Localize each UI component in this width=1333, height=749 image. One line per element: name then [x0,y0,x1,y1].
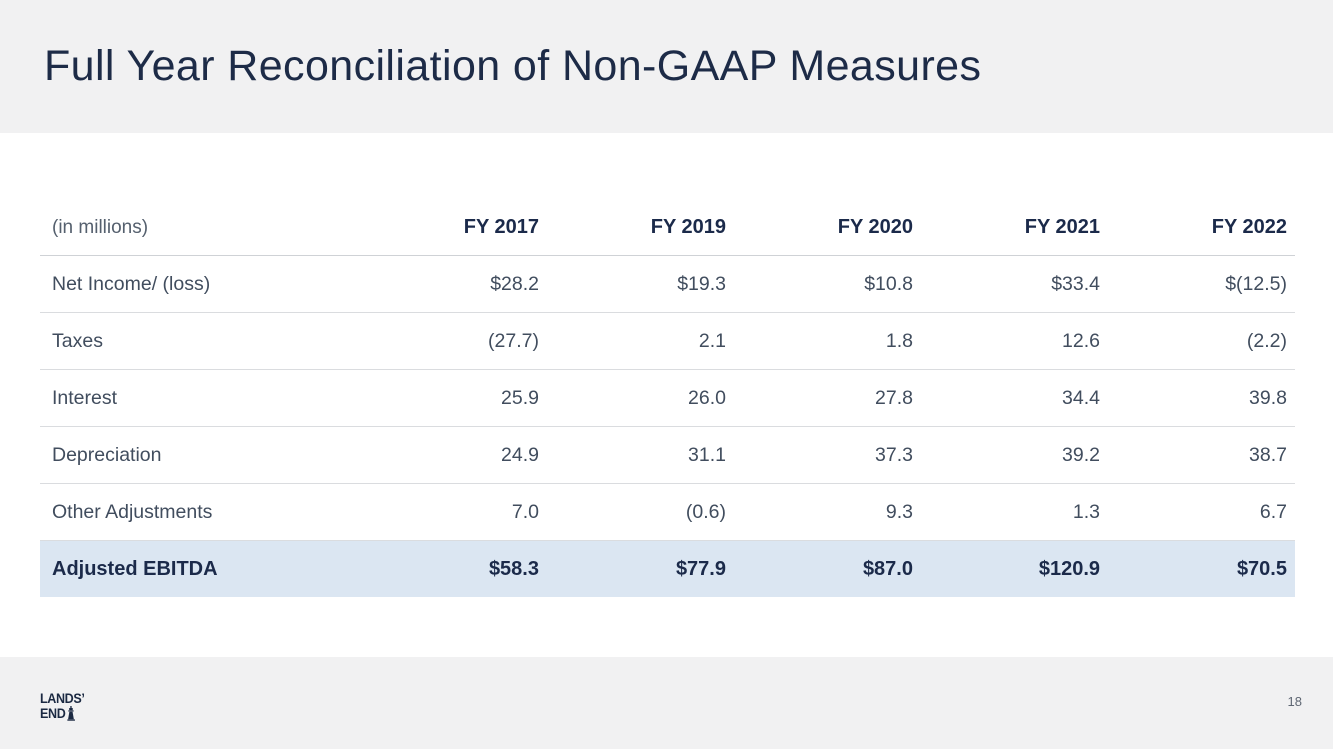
units-label: (in millions) [40,200,360,256]
column-header-fy2020: FY 2020 [734,200,921,256]
row-label: Taxes [40,312,360,370]
cell-value: 27.8 [734,369,921,427]
column-header-fy2019: FY 2019 [547,200,734,256]
cell-value: 37.3 [734,426,921,484]
table-row-taxes: Taxes (27.7) 2.1 1.8 12.6 (2.2) [40,312,1295,370]
cell-value: 9.3 [734,483,921,541]
cell-value: (2.2) [1108,312,1295,370]
cell-value: 24.9 [360,426,547,484]
table-row-depreciation: Depreciation 24.9 31.1 37.3 39.2 38.7 [40,426,1295,484]
cell-value: $(12.5) [1108,255,1295,313]
column-header-fy2022: FY 2022 [1108,200,1295,256]
cell-value: 1.8 [734,312,921,370]
reconciliation-table-container: (in millions) FY 2017 FY 2019 FY 2020 FY… [40,200,1295,597]
table-header-row: (in millions) FY 2017 FY 2019 FY 2020 FY… [40,200,1295,256]
column-header-fy2017: FY 2017 [360,200,547,256]
column-header-fy2021: FY 2021 [921,200,1108,256]
cell-value: (27.7) [360,312,547,370]
cell-value: (0.6) [547,483,734,541]
table-row-interest: Interest 25.9 26.0 27.8 34.4 39.8 [40,369,1295,427]
cell-value: 34.4 [921,369,1108,427]
cell-value: 38.7 [1108,426,1295,484]
cell-value: $87.0 [734,540,921,597]
cell-value: 6.7 [1108,483,1295,541]
cell-value: $70.5 [1108,540,1295,597]
cell-value: $120.9 [921,540,1108,597]
row-label: Adjusted EBITDA [40,540,360,597]
cell-value: 39.8 [1108,369,1295,427]
cell-value: $19.3 [547,255,734,313]
row-label: Net Income/ (loss) [40,255,360,313]
cell-value: 26.0 [547,369,734,427]
logo-line1: LANDS’ [40,691,85,706]
cell-value: 2.1 [547,312,734,370]
cell-value: 7.0 [360,483,547,541]
lighthouse-icon [67,705,76,721]
cell-value: 39.2 [921,426,1108,484]
reconciliation-table: (in millions) FY 2017 FY 2019 FY 2020 FY… [40,200,1295,597]
cell-value: $28.2 [360,255,547,313]
lands-end-logo: LANDS’ END [40,691,85,721]
table-row-adjusted-ebitda: Adjusted EBITDA $58.3 $77.9 $87.0 $120.9… [40,540,1295,597]
cell-value: $77.9 [547,540,734,597]
logo-line2: END [40,706,66,721]
cell-value: $33.4 [921,255,1108,313]
slide-header-band: Full Year Reconciliation of Non-GAAP Mea… [0,0,1333,133]
row-label: Other Adjustments [40,483,360,541]
slide-footer-band: LANDS’ END 18 [0,657,1333,749]
cell-value: 12.6 [921,312,1108,370]
cell-value: $58.3 [360,540,547,597]
page-title: Full Year Reconciliation of Non-GAAP Mea… [44,42,982,90]
row-label: Depreciation [40,426,360,484]
cell-value: 25.9 [360,369,547,427]
table-row-net-income: Net Income/ (loss) $28.2 $19.3 $10.8 $33… [40,255,1295,313]
page-number: 18 [1287,694,1302,709]
cell-value: 31.1 [547,426,734,484]
cell-value: $10.8 [734,255,921,313]
row-label: Interest [40,369,360,427]
table-row-other-adjustments: Other Adjustments 7.0 (0.6) 9.3 1.3 6.7 [40,483,1295,541]
cell-value: 1.3 [921,483,1108,541]
